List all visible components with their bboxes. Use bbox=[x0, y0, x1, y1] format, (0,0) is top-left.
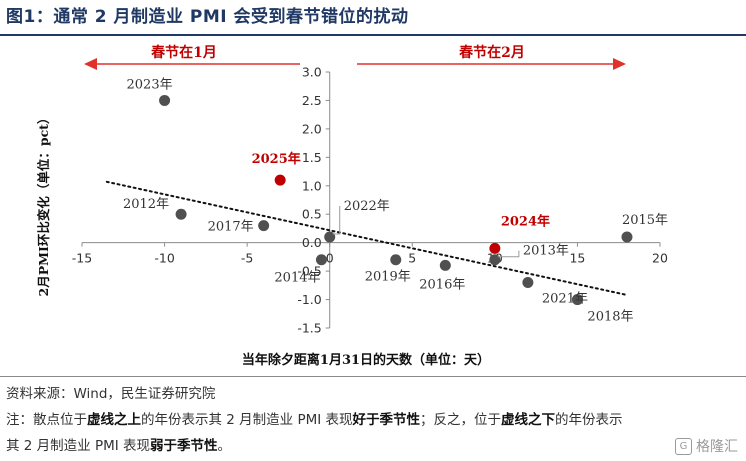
data-point bbox=[571, 294, 583, 306]
y-tick-label: -1.5 bbox=[297, 321, 321, 336]
data-point bbox=[324, 231, 336, 243]
y-tick-label: 0.0 bbox=[302, 235, 322, 250]
y-tick-label: -1.0 bbox=[297, 292, 321, 307]
data-point bbox=[489, 254, 501, 266]
y-tick-label: 3.0 bbox=[302, 65, 322, 80]
arrow-left-head bbox=[84, 58, 97, 70]
axes bbox=[81, 71, 661, 329]
footnote-line-2: 其 2 月制造业 PMI 表现弱于季节性。 bbox=[6, 434, 231, 454]
footnote-emphasis: 虚线之下 bbox=[501, 412, 556, 428]
x-axis-label: 当年除夕距离1月31日的天数（单位：天） bbox=[242, 352, 490, 368]
data-point bbox=[159, 94, 171, 106]
footnote-text: ；反之，位于 bbox=[420, 412, 502, 428]
watermark-logo-icon: G bbox=[675, 437, 692, 455]
x-tick-label: 15 bbox=[569, 251, 585, 266]
x-tick-label: -10 bbox=[154, 251, 174, 266]
trendline-group bbox=[105, 180, 628, 297]
watermark-text: 格隆汇 bbox=[696, 439, 738, 455]
y-tick-label: -0.5 bbox=[297, 264, 321, 279]
point-label: 2019年 bbox=[365, 270, 411, 285]
arrow-right-head bbox=[613, 58, 626, 70]
scatter-chart: 春节在1月 春节在2月 -15-10-5051015203.02.52.01.5… bbox=[36, 44, 668, 368]
y-tick-label: 2.5 bbox=[302, 93, 322, 108]
footnote-text: 。 bbox=[217, 438, 232, 454]
data-point bbox=[390, 254, 402, 266]
x-tick-label: 5 bbox=[408, 251, 416, 266]
point-label: 2017年 bbox=[208, 220, 254, 235]
label-leader-line bbox=[497, 250, 520, 258]
label-leader-line bbox=[332, 205, 341, 235]
point-label: 2012年 bbox=[123, 197, 169, 212]
title-rule bbox=[0, 34, 746, 36]
y-axis-label: 2月PMI环比变化（单位：pct） bbox=[36, 112, 51, 297]
trendline bbox=[105, 180, 628, 297]
footnote-text: 注：散点位于 bbox=[6, 412, 87, 428]
data-point bbox=[274, 174, 286, 186]
x-tick-label: 20 bbox=[652, 251, 668, 266]
figure-title: 图1：通常 2 月制造业 PMI 会受到春节错位的扰动 bbox=[6, 7, 409, 27]
bottom-rule bbox=[0, 376, 746, 377]
footnote-text: 其 2 月制造业 PMI 表现 bbox=[6, 438, 151, 454]
point-label: 2023年 bbox=[127, 77, 173, 92]
point-label: 2016年 bbox=[419, 277, 465, 292]
source-note: 资料来源：Wind，民生证券研究院 bbox=[6, 386, 216, 402]
watermark: G 格隆汇 bbox=[675, 436, 738, 456]
data-point bbox=[522, 276, 534, 288]
footnote-emphasis: 好于季节性 bbox=[352, 412, 421, 428]
point-labels: 2023年 2012年 2017年 2025年 2014年 2022年 2019年 2016年… bbox=[123, 77, 668, 324]
data-point bbox=[258, 220, 270, 232]
x-tick-label: -5 bbox=[241, 251, 253, 266]
y-tick-label: 2.0 bbox=[302, 121, 322, 136]
point-label: 2014年 bbox=[274, 271, 320, 286]
y-tick-label: 1.5 bbox=[302, 150, 322, 165]
footnote-emphasis: 虚线之上 bbox=[87, 412, 141, 428]
x-tick-label: -15 bbox=[72, 251, 92, 266]
point-label: 2021年 bbox=[542, 291, 588, 306]
period-arrows: 春节在1月 春节在2月 bbox=[84, 44, 626, 70]
point-label: 2024年 bbox=[501, 213, 550, 229]
point-label: 2015年 bbox=[622, 213, 668, 228]
data-point bbox=[489, 242, 501, 254]
data-point bbox=[175, 208, 187, 220]
data-point bbox=[621, 231, 633, 243]
point-label: 2013年 bbox=[523, 244, 569, 259]
point-label: 2018年 bbox=[587, 310, 633, 325]
footnote-emphasis: 弱于季节性 bbox=[150, 438, 218, 454]
arrow-right-label: 春节在2月 bbox=[458, 44, 525, 61]
point-label: 2025年 bbox=[252, 151, 301, 167]
footnote-text: 的年份表示其 2 月制造业 PMI 表现 bbox=[141, 412, 353, 428]
point-label: 2022年 bbox=[344, 199, 390, 214]
y-tick-label: 1.0 bbox=[302, 178, 322, 193]
data-point bbox=[315, 254, 327, 266]
data-point bbox=[439, 259, 451, 271]
footnote-line-1: 注：散点位于虚线之上的年份表示其 2 月制造业 PMI 表现好于季节性；反之，位… bbox=[6, 408, 623, 428]
x-tick-label: 0 bbox=[326, 251, 334, 266]
arrow-left-label: 春节在1月 bbox=[150, 44, 217, 61]
footnote-text: 的年份表示 bbox=[555, 412, 623, 428]
y-tick-label: 0.5 bbox=[302, 207, 322, 222]
data-points bbox=[159, 94, 633, 306]
